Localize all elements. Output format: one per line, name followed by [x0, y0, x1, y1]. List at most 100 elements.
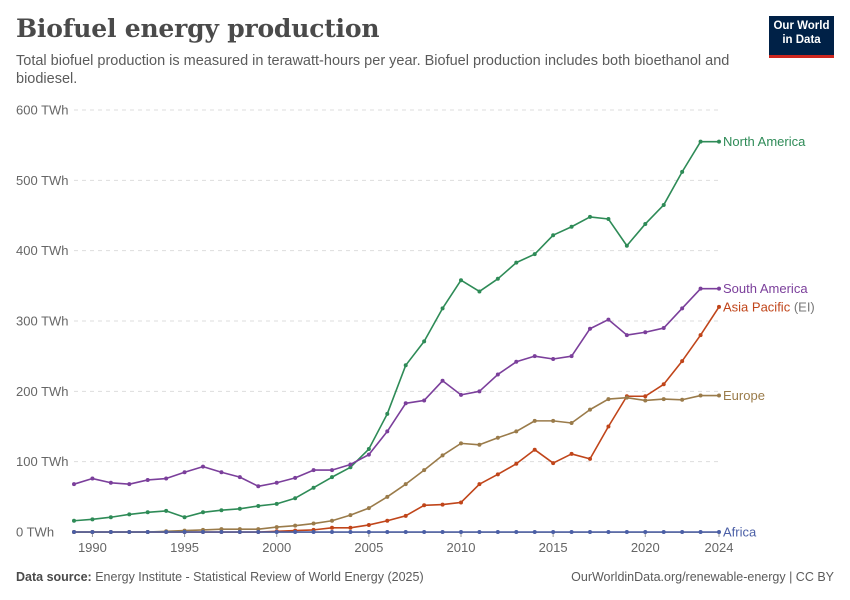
data-point[interactable]	[532, 354, 537, 359]
data-point[interactable]	[237, 527, 242, 532]
data-point[interactable]	[219, 508, 224, 513]
data-point[interactable]	[237, 475, 242, 480]
data-point[interactable]	[680, 530, 685, 534]
data-point[interactable]	[293, 530, 298, 534]
data-point[interactable]	[127, 512, 132, 517]
data-point[interactable]	[643, 221, 648, 226]
data-point[interactable]	[606, 397, 611, 402]
data-point[interactable]	[422, 468, 427, 473]
data-point[interactable]	[680, 306, 685, 311]
data-point[interactable]	[403, 363, 408, 368]
data-point[interactable]	[459, 278, 463, 283]
data-point[interactable]	[219, 470, 224, 475]
data-point[interactable]	[219, 527, 224, 532]
data-point[interactable]	[330, 468, 334, 473]
data-point[interactable]	[385, 494, 390, 499]
data-point[interactable]	[569, 224, 574, 229]
data-point[interactable]	[606, 217, 611, 222]
data-point[interactable]	[624, 395, 629, 400]
data-point[interactable]	[145, 510, 150, 515]
data-point[interactable]	[237, 530, 242, 534]
data-point[interactable]	[495, 372, 500, 377]
data-point[interactable]	[495, 530, 500, 534]
data-point[interactable]	[680, 359, 685, 364]
data-point[interactable]	[182, 515, 187, 520]
data-point[interactable]	[274, 480, 279, 485]
data-point[interactable]	[311, 521, 316, 526]
data-point[interactable]	[514, 429, 519, 434]
owid-logo[interactable]: Our World in Data	[769, 16, 834, 58]
data-point[interactable]	[72, 518, 76, 523]
data-point[interactable]	[348, 465, 353, 470]
data-point[interactable]	[569, 420, 574, 425]
data-point[interactable]	[403, 482, 408, 487]
data-point[interactable]	[698, 333, 703, 338]
series-label-north-america[interactable]: North America	[723, 134, 806, 149]
data-point[interactable]	[698, 393, 703, 398]
data-point[interactable]	[256, 527, 261, 532]
data-point[interactable]	[661, 397, 666, 402]
data-point[interactable]	[661, 202, 666, 207]
data-point[interactable]	[459, 500, 463, 505]
data-point[interactable]	[293, 496, 298, 501]
data-point[interactable]	[661, 326, 666, 331]
data-point[interactable]	[274, 530, 279, 534]
series-label-asia-pacific[interactable]: Asia Pacific (EI)	[723, 299, 815, 314]
data-point[interactable]	[477, 389, 482, 394]
data-point[interactable]	[403, 401, 408, 406]
data-point[interactable]	[551, 233, 556, 238]
data-point[interactable]	[569, 530, 574, 534]
data-point[interactable]	[551, 530, 556, 534]
footer-url-text[interactable]: OurWorldinData.org/renewable-energy | CC…	[571, 570, 834, 584]
series-line-north-america[interactable]	[73, 140, 719, 522]
data-point[interactable]	[366, 447, 371, 452]
data-point[interactable]	[569, 354, 574, 359]
data-point[interactable]	[532, 447, 537, 452]
data-point[interactable]	[717, 530, 721, 534]
data-point[interactable]	[403, 530, 408, 534]
data-point[interactable]	[201, 530, 205, 534]
data-point[interactable]	[330, 518, 334, 523]
data-point[interactable]	[182, 470, 187, 475]
data-point[interactable]	[569, 451, 574, 456]
data-point[interactable]	[588, 456, 592, 461]
data-point[interactable]	[182, 530, 187, 534]
data-point[interactable]	[348, 462, 353, 467]
data-point[interactable]	[440, 453, 445, 458]
data-point[interactable]	[422, 339, 427, 344]
data-point[interactable]	[72, 482, 76, 487]
data-point[interactable]	[717, 286, 721, 291]
data-point[interactable]	[606, 317, 611, 322]
data-point[interactable]	[514, 461, 519, 466]
series-line-europe[interactable]	[74, 394, 719, 533]
data-point[interactable]	[256, 503, 261, 508]
data-point[interactable]	[201, 510, 205, 515]
series-label-south-america[interactable]: South America	[723, 281, 808, 296]
data-point[interactable]	[532, 418, 537, 423]
data-point[interactable]	[366, 506, 371, 511]
data-point[interactable]	[237, 506, 242, 511]
data-point[interactable]	[440, 378, 445, 383]
data-point[interactable]	[440, 502, 445, 507]
data-point[interactable]	[532, 252, 537, 257]
data-point[interactable]	[661, 382, 666, 387]
data-point[interactable]	[551, 461, 556, 466]
series-label-africa[interactable]: Africa	[723, 525, 757, 540]
data-point[interactable]	[643, 330, 648, 335]
data-point[interactable]	[403, 513, 408, 518]
data-point[interactable]	[514, 530, 519, 534]
data-point[interactable]	[606, 530, 611, 534]
data-point[interactable]	[495, 472, 500, 477]
data-point[interactable]	[477, 530, 482, 534]
data-point[interactable]	[256, 530, 261, 534]
data-point[interactable]	[495, 276, 500, 281]
data-point[interactable]	[459, 441, 463, 446]
data-point[interactable]	[661, 530, 666, 534]
data-point[interactable]	[477, 442, 482, 447]
data-point[interactable]	[108, 530, 113, 534]
data-point[interactable]	[698, 139, 703, 144]
data-point[interactable]	[588, 214, 592, 219]
data-point[interactable]	[330, 530, 334, 534]
data-point[interactable]	[385, 429, 390, 434]
data-point[interactable]	[717, 304, 721, 309]
